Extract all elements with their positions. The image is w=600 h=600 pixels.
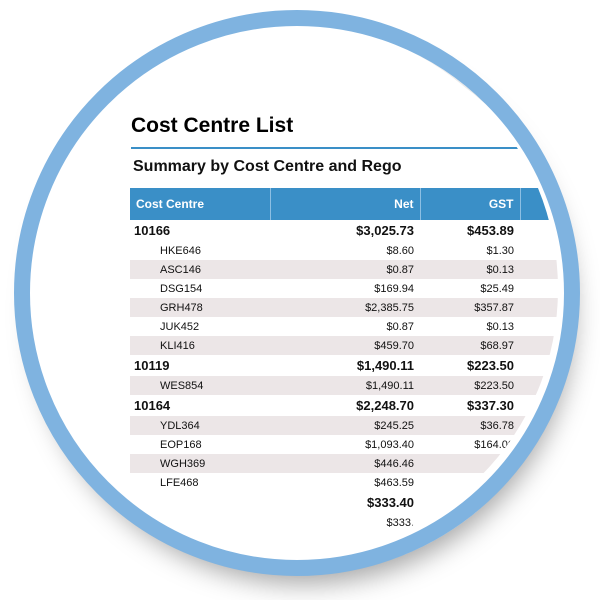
table-body: 10166$3,025.73$453.89$3HKE646$8.60$1.30A… bbox=[130, 220, 558, 532]
cell-total bbox=[520, 336, 558, 355]
rego-row: LFE468 $463.59 bbox=[130, 473, 558, 492]
cell-net: $2,248.70 bbox=[270, 395, 420, 416]
cell-name: HKE646 bbox=[130, 241, 270, 260]
cell-gst: $337.30 bbox=[420, 395, 520, 416]
cell-net: $3,025.73 bbox=[270, 220, 420, 241]
cell-name: WES854 bbox=[130, 376, 270, 395]
cell-net: $463.59 bbox=[270, 473, 420, 492]
cell-gst bbox=[420, 492, 520, 513]
cost-centre-row: 10119$1,490.11$223.50$ bbox=[130, 355, 558, 376]
rego-row: JUK452 $0.87 $0.13 bbox=[130, 317, 558, 336]
column-header-total: $3 bbox=[520, 188, 558, 220]
cell-gst bbox=[420, 473, 520, 492]
cell-net: $459.70 bbox=[270, 336, 420, 355]
cell-gst: $223.50 bbox=[420, 355, 520, 376]
cell-gst: $0.13 bbox=[420, 260, 520, 279]
rego-row: GRH478$2,385.75$357.87$ bbox=[130, 298, 558, 317]
cost-centre-row: 10164 $2,248.70 $337.30 bbox=[130, 395, 558, 416]
cell-name: KLI416 bbox=[130, 336, 270, 355]
cell-gst: $1.30 bbox=[420, 241, 520, 260]
cell-total bbox=[520, 241, 558, 260]
cost-centre-row: 10166$3,025.73$453.89$3 bbox=[130, 220, 558, 241]
cell-gst: $25.49 bbox=[420, 279, 520, 298]
cell-net: $2,385.75 bbox=[270, 298, 420, 317]
cell-gst: $0.13 bbox=[420, 317, 520, 336]
cell-total bbox=[520, 416, 558, 435]
cell-gst: $66 bbox=[420, 454, 520, 473]
cell-net: $0.87 bbox=[270, 260, 420, 279]
cell-net: $8.60 bbox=[270, 241, 420, 260]
table-header-row: Cost Centre Net GST $3 bbox=[130, 188, 558, 220]
rego-row: WGH369 $446.46 $66 bbox=[130, 454, 558, 473]
cell-name: 10164 bbox=[130, 395, 270, 416]
cell-total bbox=[520, 473, 558, 492]
rego-row: DSG154 $169.94 $25.49 bbox=[130, 279, 558, 298]
cell-name: GRH478 bbox=[130, 298, 270, 317]
cell-total bbox=[520, 492, 558, 513]
cell-name: 10166 bbox=[130, 220, 270, 241]
cell-total: $3 bbox=[520, 220, 558, 241]
cell-name: DSG154 bbox=[130, 279, 270, 298]
cell-total bbox=[520, 260, 558, 279]
cell-name bbox=[130, 513, 270, 532]
report-subtitle: Summary by Cost Centre and Rego bbox=[133, 158, 402, 175]
column-header-cost-centre: Cost Centre bbox=[130, 188, 271, 220]
column-header-gst: GST bbox=[420, 188, 521, 220]
cell-net: $169.94 bbox=[270, 279, 420, 298]
column-header-net: Net bbox=[270, 188, 421, 220]
cell-total: $ bbox=[520, 298, 558, 317]
cell-net: $0.87 bbox=[270, 317, 420, 336]
cell-name: EOP168 bbox=[130, 435, 270, 454]
cell-gst: $453.89 bbox=[420, 220, 520, 241]
cost-centre-row: $333.40 bbox=[130, 492, 558, 513]
cell-gst: $36.78 bbox=[420, 416, 520, 435]
cell-net: $1,093.40 bbox=[270, 435, 420, 454]
cell-net: $333. bbox=[270, 513, 420, 532]
rego-row: YDL364 $245.25 $36.78 bbox=[130, 416, 558, 435]
cell-total bbox=[520, 317, 558, 336]
cell-total bbox=[520, 395, 558, 416]
cell-net: $446.46 bbox=[270, 454, 420, 473]
cell-total bbox=[520, 454, 558, 473]
report-title: Cost Centre List bbox=[131, 114, 294, 137]
cell-net: $1,490.11 bbox=[270, 376, 420, 395]
rego-row: WES854 $1,490.11 $223.50 bbox=[130, 376, 558, 395]
magnifier-lens: Cost Centre List Summary by Cost Centre … bbox=[28, 24, 558, 554]
cell-gst: $68.97 bbox=[420, 336, 520, 355]
cell-name: YDL364 bbox=[130, 416, 270, 435]
cell-name bbox=[130, 492, 270, 513]
rego-row: EOP168 $1,093.40 $164.00 bbox=[130, 435, 558, 454]
cell-gst: $223.50 bbox=[420, 376, 520, 395]
cell-name: WGH369 bbox=[130, 454, 270, 473]
cell-net: $333.40 bbox=[270, 492, 420, 513]
rego-row: ASC146 $0.87 $0.13 bbox=[130, 260, 558, 279]
cell-total bbox=[520, 376, 558, 395]
rego-row: $333. bbox=[130, 513, 558, 532]
cell-name: JUK452 bbox=[130, 317, 270, 336]
cell-name: LFE468 bbox=[130, 473, 270, 492]
rego-row: KLI416 $459.70 $68.97 bbox=[130, 336, 558, 355]
cell-gst bbox=[420, 513, 520, 532]
cell-name: 10119 bbox=[130, 355, 270, 376]
cell-name: ASC146 bbox=[130, 260, 270, 279]
cell-total bbox=[520, 513, 558, 532]
cell-net: $245.25 bbox=[270, 416, 420, 435]
cell-gst: $357.87 bbox=[420, 298, 520, 317]
rego-row: HKE646 $8.60 $1.30 bbox=[130, 241, 558, 260]
cell-net: $1,490.11 bbox=[270, 355, 420, 376]
cell-total bbox=[520, 279, 558, 298]
title-divider bbox=[131, 147, 558, 149]
cost-centre-table: Cost Centre Net GST $3 10166$3,025.73$45… bbox=[130, 188, 558, 532]
cell-total: $ bbox=[520, 355, 558, 376]
cell-total bbox=[520, 435, 558, 454]
cell-gst: $164.00 bbox=[420, 435, 520, 454]
report-sheet: Cost Centre List Summary by Cost Centre … bbox=[28, 24, 558, 554]
